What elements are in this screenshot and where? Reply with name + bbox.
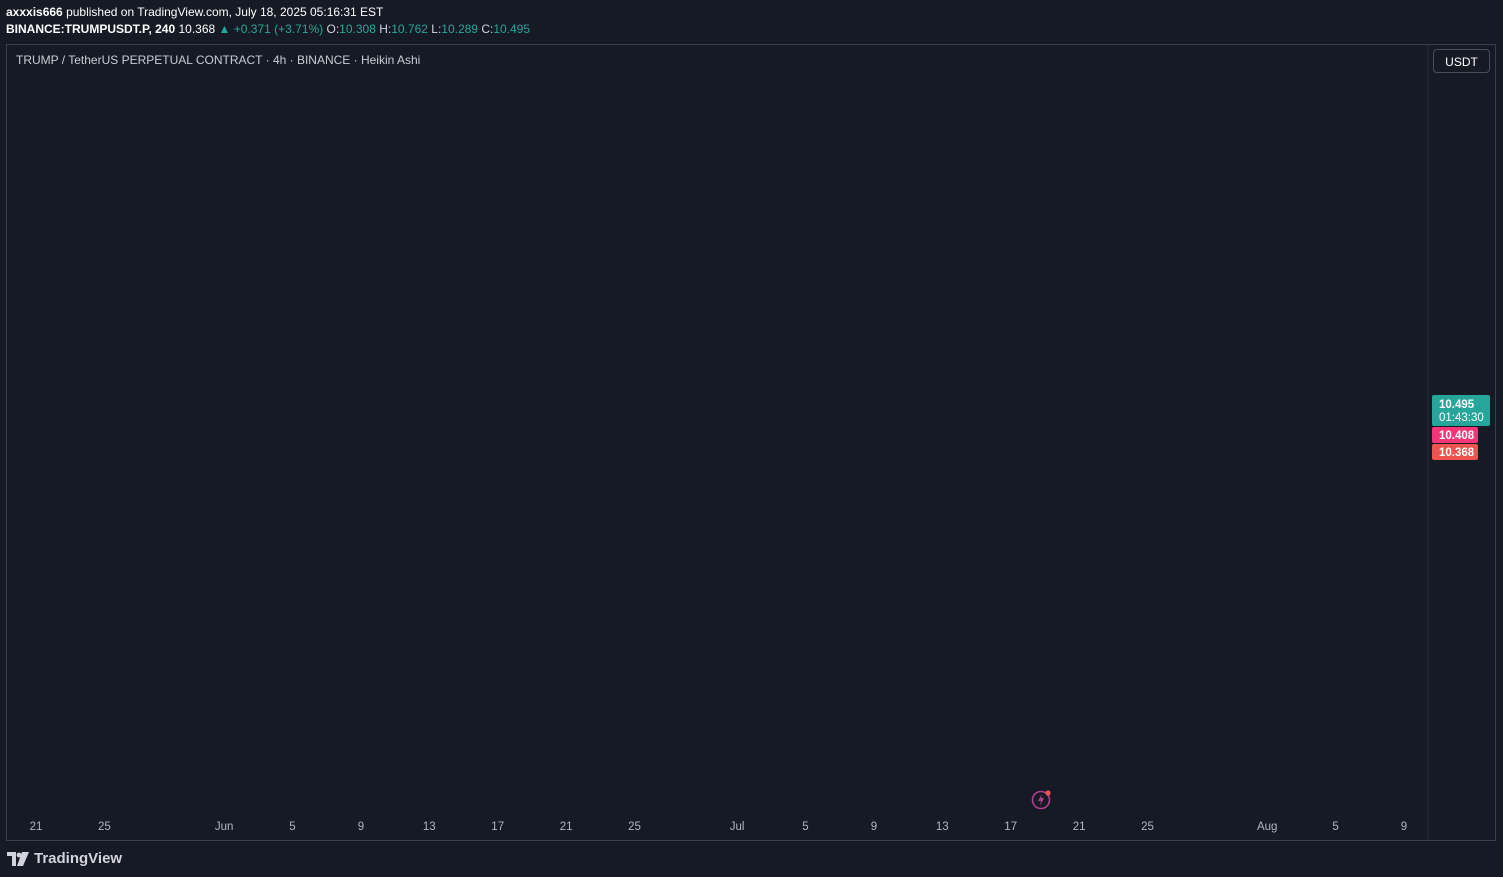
price-change: ▲ +0.371 (+3.71%)	[218, 22, 324, 36]
countdown-tag: 01:43:30	[1439, 412, 1484, 424]
close-value: 10.495	[493, 22, 531, 36]
last-price: 10.368	[178, 22, 216, 36]
neckline-tag: 10.408	[1439, 430, 1475, 442]
x-tick-label: 21	[560, 821, 573, 833]
neckline-tag-bg	[1432, 427, 1478, 443]
low-label: L:	[431, 22, 442, 36]
x-tick-label: 25	[1141, 821, 1154, 833]
last-price-tag: 10.495	[1439, 399, 1475, 411]
chart-frame[interactable]	[6, 44, 1496, 841]
x-tick-label: 9	[871, 821, 877, 833]
x-tick-label: 5	[1332, 821, 1338, 833]
open-label: O:	[326, 22, 340, 36]
x-tick-label: 21	[1073, 821, 1086, 833]
low-value: 10.289	[441, 22, 478, 36]
x-tick-label: 5	[289, 821, 295, 833]
x-tick-label: Aug	[1257, 821, 1277, 833]
chart-header: axxxis666 published on TradingView.com, …	[0, 0, 1503, 44]
x-tick-label: Jul	[730, 821, 745, 833]
x-tick-label: 9	[358, 821, 364, 833]
brand-name: TradingView	[34, 850, 123, 867]
symbol-label: BINANCE:TRUMPUSDT.P, 240	[6, 22, 176, 36]
x-tick-label: 25	[98, 821, 111, 833]
ohlc-line: BINANCE:TRUMPUSDT.P, 240 10.368 ▲ +0.371…	[6, 22, 530, 36]
x-tick-label: 13	[936, 821, 949, 833]
tradingview-logo[interactable]: TradingView	[7, 850, 122, 867]
x-tick-label: 21	[30, 821, 43, 833]
last-price-tag-bg	[1432, 395, 1490, 426]
currency-button[interactable]: USDT	[1433, 49, 1490, 73]
open-value: 10.308	[339, 22, 376, 36]
publish-text: published on TradingView.com, July 18, 2…	[62, 5, 384, 19]
x-tick-label: 9	[1401, 821, 1407, 833]
chart-title: TRUMP / TetherUS PERPETUAL CONTRACT · 4h…	[16, 53, 421, 67]
author-name[interactable]: axxxis666	[6, 5, 63, 19]
x-tick-label: 13	[423, 821, 436, 833]
x-tick-label: Jun	[215, 821, 234, 833]
close-label: C:	[481, 22, 494, 36]
footer	[0, 844, 1503, 877]
x-tick-label: 17	[491, 821, 504, 833]
high-value: 10.762	[391, 22, 428, 36]
x-tick-label: 25	[628, 821, 641, 833]
tradingview-mark-icon	[7, 851, 29, 866]
x-tick-label: 5	[802, 821, 808, 833]
prev-close-tag: 10.368	[1439, 447, 1475, 459]
x-tick-label: 17	[1004, 821, 1017, 833]
high-label: H:	[379, 22, 392, 36]
publish-info: axxxis666 published on TradingView.com, …	[6, 5, 383, 19]
prev-close-tag-bg	[1432, 444, 1478, 460]
lightning-icon[interactable]	[1031, 788, 1053, 810]
